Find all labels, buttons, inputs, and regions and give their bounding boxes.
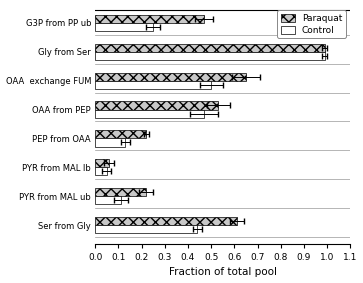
Bar — [95, 44, 325, 52]
X-axis label: Fraction of total pool: Fraction of total pool — [169, 267, 277, 277]
Bar — [95, 159, 109, 167]
Bar — [95, 225, 197, 233]
Bar — [95, 188, 146, 196]
Bar — [95, 138, 125, 147]
Bar — [95, 15, 204, 23]
Bar — [95, 72, 246, 81]
Bar — [95, 52, 325, 60]
Bar — [95, 23, 153, 31]
Bar — [95, 81, 211, 89]
Bar — [95, 101, 218, 110]
Bar — [95, 217, 237, 225]
Bar — [95, 196, 121, 204]
Bar — [95, 110, 204, 118]
Bar — [95, 130, 146, 138]
Bar — [95, 167, 107, 175]
Legend: Paraquat, Control: Paraquat, Control — [277, 10, 346, 38]
